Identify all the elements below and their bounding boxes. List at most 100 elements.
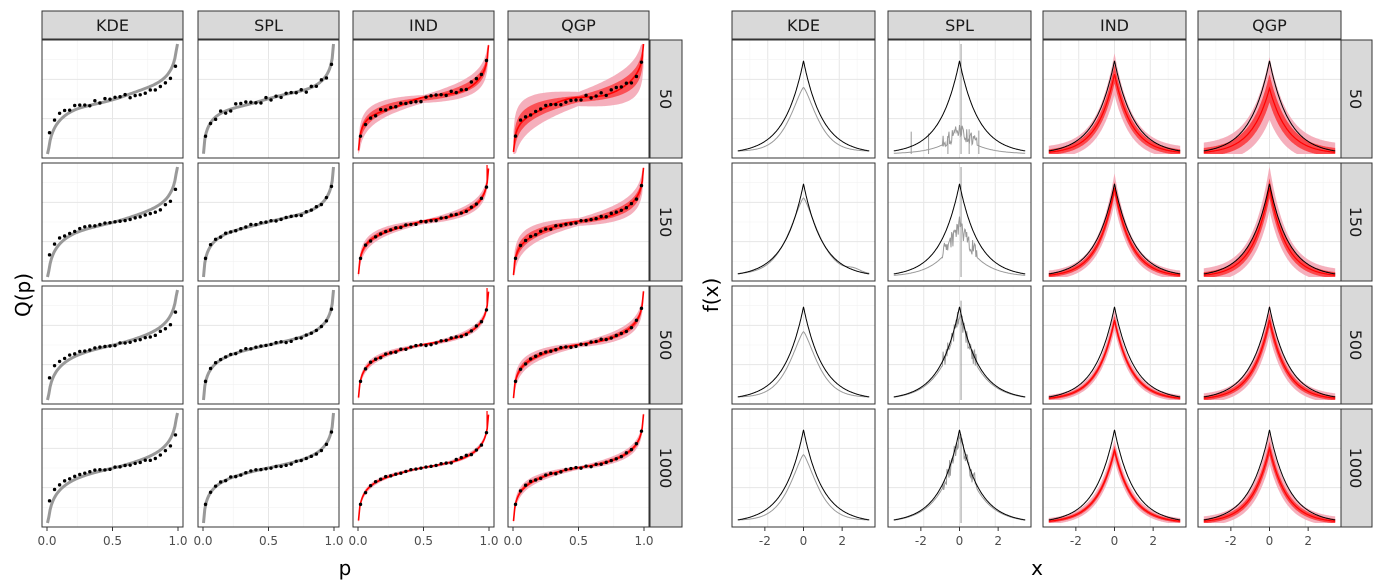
quantile-panel-qgp-50-point [559, 102, 563, 107]
quantile-panel-qgp-50-point [569, 98, 573, 103]
quantile-panel-qgp-150-point [584, 218, 588, 223]
quantile-x-tick-label: 0.5 [569, 534, 588, 548]
quantile-panel-spl-150-point [304, 210, 308, 214]
quantile-panel-qgp-50-point [594, 94, 598, 98]
quantile-panel-kde-50-point [148, 88, 152, 92]
quantile-panel-kde-1000-estimate-line [46, 412, 179, 524]
quantile-panel-ind-1000-point [444, 461, 448, 465]
quantile-panel-kde-150-point [57, 236, 62, 240]
quantile-panel-ind-50-point [464, 87, 469, 92]
quantile-panel-spl-500-point [314, 328, 319, 333]
quantile-panel-kde-150-point [113, 220, 117, 224]
density-col-kde-strip [731, 10, 876, 40]
quantile-panel-ind-1000-point [449, 461, 453, 465]
quantile-panel-spl-500 [197, 285, 340, 405]
quantile-panel-kde-1000-point [133, 461, 137, 466]
quantile-panel-spl-50-point [203, 134, 208, 138]
density-col-kde-strip-label: KDE [787, 16, 820, 35]
quantile-panel-spl-1000-point [304, 456, 308, 461]
quantile-panel-qgp-50-point [639, 60, 644, 64]
quantile-panel-spl-150-point [319, 202, 324, 207]
quantile-x-tick-label: 0.5 [414, 534, 433, 548]
quantile-panel-ind-150-point [409, 222, 413, 227]
quantile-panel-spl-500-point [324, 319, 329, 323]
quantile-panel-spl-150-point [208, 242, 213, 247]
quantile-panel-kde-150 [41, 162, 184, 282]
density-panel-qgp-50-credible-band [1203, 57, 1336, 154]
quantile-panel-spl-50-point [213, 117, 218, 122]
quantile-panel-qgp-500-point [554, 348, 558, 352]
quantile-panel-ind-50-point [459, 88, 463, 92]
quantile-x-tick-label: 1.0 [324, 534, 343, 548]
quantile-panel-kde-500-point [153, 333, 158, 338]
quantile-panel-spl-50-point [229, 109, 233, 113]
quantile-panel-kde-500-point [128, 340, 132, 345]
quantile-panel-qgp-1000-point [518, 489, 523, 493]
quantile-panel-ind-50-point [414, 100, 418, 104]
quantile-panel-ind-500-point [363, 367, 368, 371]
quantile-panel-kde-500-point [168, 323, 173, 327]
quantile-panel-spl-1000-point [279, 464, 283, 469]
density-panel-qgp-150-inner-band [1203, 178, 1336, 277]
quantile-x-tick-label: 1.0 [634, 534, 653, 548]
quantile-panel-spl-50-point [304, 90, 308, 94]
density-panel-spl-150 [887, 162, 1032, 282]
quantile-panel-ind-1000-point [404, 469, 408, 474]
quantile-panel-kde-500-point [138, 337, 142, 342]
density-y-axis-title: f(x) [699, 278, 723, 312]
quantile-panel-grid: KDE SPL IND QGP 50 150 500 1000 0.0 0.5 1.0 0.0 0.5 1… [37, 10, 683, 548]
quantile-panel-ind-50-point [389, 105, 393, 110]
quantile-panel-kde-1000-point [78, 472, 82, 477]
quantile-panel-ind-50-point [479, 72, 484, 77]
quantile-panel-spl-150-point [294, 213, 298, 218]
quantile-panel-ind-150-point [358, 256, 363, 261]
quantile-panel-kde-50-point [138, 93, 142, 97]
density-panel-qgp-50-border [1197, 39, 1342, 159]
quantile-panel-ind-500-point [469, 329, 474, 333]
quantile-panel-qgp-50-point [544, 103, 548, 108]
density-panel-spl-1000-estimate-line [893, 433, 1026, 521]
quantile-panel-kde-150-point [158, 208, 163, 212]
quantile-panel-spl-500-point [229, 352, 233, 357]
density-panel-kde-150-estimate-line [737, 197, 870, 274]
quantile-panel-kde-1000-point [83, 471, 87, 475]
quantile-panel-kde-50-point [153, 88, 158, 92]
quantile-panel-kde-150-point [148, 211, 152, 216]
quantile-panel-kde-50-point [103, 96, 107, 101]
density-panel-kde-50-estimate-line [737, 86, 870, 152]
quantile-panel-kde-150-point [143, 213, 147, 217]
quantile-panel-kde-500-point [98, 345, 102, 349]
quantile-panel-spl-1000-point [264, 467, 268, 471]
quantile-panel-ind-150-point [389, 228, 393, 232]
quantile-panel-qgp-1000-point [523, 483, 528, 487]
quantile-panel-ind-150-point [384, 229, 388, 234]
quantile-panel-ind-500-point [474, 324, 479, 328]
quantile-panel-ind-50-point [439, 92, 443, 97]
quantile-panel-qgp-1000-point [594, 462, 598, 466]
density-row-50-strip-label: 50 [1346, 89, 1365, 109]
quantile-panel-kde-150-estimate-line [46, 166, 179, 278]
quantile-panel-ind-1000-point [399, 471, 403, 475]
quantile-panel-qgp-150-point [574, 221, 578, 225]
quantile-panel-ind-500-point [459, 334, 463, 339]
quantile-panel-qgp-500-point [634, 318, 639, 323]
quantile-x-tick-label: 0.0 [503, 534, 522, 548]
quantile-panel-qgp-1000-point [629, 447, 634, 452]
density-panel-ind-50-true-density [1048, 60, 1181, 152]
quantile-panel-ind-500-point [444, 338, 448, 342]
quantile-panel-ind-500-point [419, 343, 423, 347]
density-col-ind-strip [1042, 10, 1187, 40]
quantile-panel-spl-50-point [264, 95, 268, 100]
quantile-panel-qgp-50-point [523, 115, 528, 119]
quantile-panel-qgp-50-point [549, 102, 553, 107]
quantile-panel-spl-1000-point [234, 474, 238, 479]
quantile-panel-spl-150-point [213, 237, 218, 241]
quantile-panel-qgp-1000-point [569, 466, 573, 471]
quantile-panel-qgp-150-point [554, 224, 558, 228]
quantile-panel-ind-1000-point [464, 453, 469, 458]
quantile-panel-kde-50-point [67, 108, 72, 112]
quantile-panel-spl-500-point [203, 379, 208, 384]
quantile-panel-qgp-1000-point [533, 478, 538, 482]
quantile-panel-ind-50-point [368, 116, 373, 120]
quantile-panel-spl-150-border [197, 162, 340, 282]
